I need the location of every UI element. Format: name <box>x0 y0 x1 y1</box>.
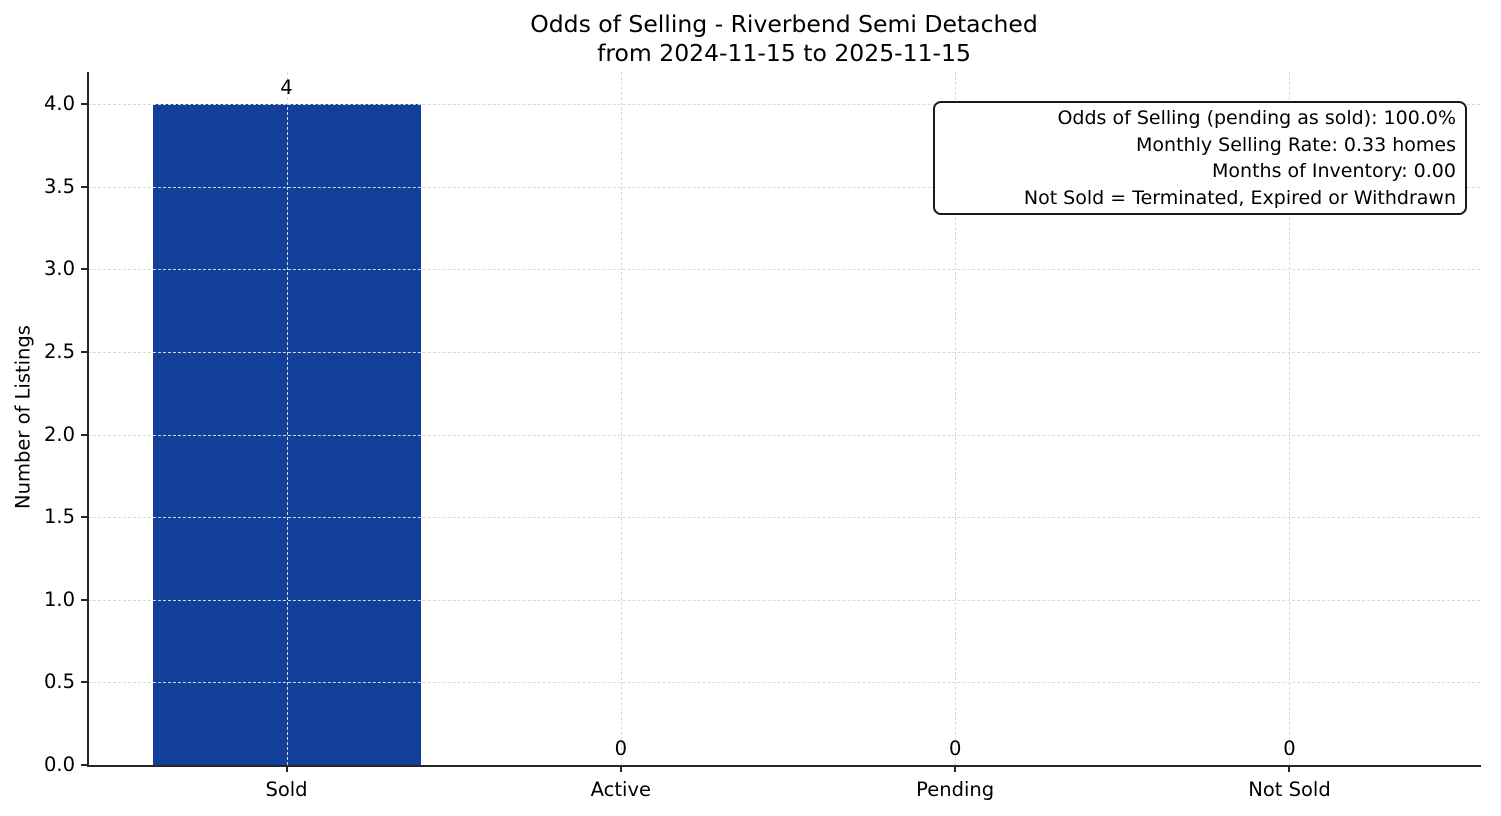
y-tick-label-0.5: 0.5 <box>43 670 75 694</box>
chart-title-block: Odds of Selling - Riverbend Semi Detache… <box>88 10 1480 68</box>
x-tick-mark-sold <box>285 765 288 772</box>
y-tick-mark-0.0 <box>81 764 88 766</box>
y-tick-mark-3.5 <box>81 185 88 188</box>
h-gridline-2.5 <box>88 351 1480 353</box>
y-tick-mark-2.0 <box>81 433 88 436</box>
chart-title: Odds of Selling - Riverbend Semi Detache… <box>530 10 1038 38</box>
y-tick-label-1.5: 1.5 <box>43 505 75 529</box>
y-tick-label-0.0: 0.0 <box>43 753 75 776</box>
y-tick-mark-0.5 <box>81 681 88 684</box>
value-labels-layer: 4 0 0 0 <box>88 72 1480 765</box>
h-gridline-1.5 <box>88 517 1480 519</box>
y-tick-label-1.0: 1.0 <box>43 587 75 611</box>
x-tick-label-active: Active <box>590 778 651 801</box>
annotation-line-odds: Odds of Selling (pending as sold): 100.0… <box>1057 107 1456 129</box>
h-gridline-1.0 <box>88 599 1480 601</box>
x-axis-spine <box>87 765 1481 767</box>
y-tick-label-4.0: 4.0 <box>43 92 75 115</box>
h-gridline-0.5 <box>88 682 1480 684</box>
bar-value-label-sold: 4 <box>280 76 293 99</box>
x-tick-label-not-sold: Not Sold <box>1248 778 1331 801</box>
y-tick-label-3.0: 3.0 <box>43 257 75 281</box>
bar-value-label-pending: 0 <box>948 737 962 760</box>
plot-area: 4 0 0 0 <box>87 72 1481 767</box>
bar-value-label-active: 0 <box>614 737 628 760</box>
y-tick-mark-4.0 <box>81 103 88 105</box>
v-gridline-not-sold <box>1289 72 1291 765</box>
stats-annotation-box: Odds of Selling (pending as sold): 100.0… <box>933 101 1467 215</box>
x-tick-mark-not-sold <box>1288 765 1291 772</box>
y-tick-label-3.5: 3.5 <box>43 174 75 198</box>
v-gridline-pending <box>955 72 957 765</box>
y-tick-label-2.5: 2.5 <box>43 339 75 363</box>
annotation-line-rate: Monthly Selling Rate: 0.33 homes <box>1136 133 1456 156</box>
chart-subtitle: from 2024-11-15 to 2025-11-15 <box>597 39 971 67</box>
y-tick-mark-1.5 <box>81 516 88 519</box>
x-tick-mark-pending <box>954 765 957 772</box>
h-gridline-3.5 <box>88 186 1480 188</box>
bar-value-label-not-sold: 0 <box>1283 737 1296 760</box>
annotation-line-inventory: Months of Inventory: 0.00 <box>1212 160 1456 182</box>
y-tick-mark-1.0 <box>81 598 88 601</box>
x-tick-label-sold: Sold <box>265 778 308 801</box>
h-gridline-3.0 <box>88 269 1480 271</box>
y-tick-mark-2.5 <box>81 350 88 353</box>
annotation-line-notsold: Not Sold = Terminated, Expired or Withdr… <box>1023 186 1456 209</box>
h-gridline-2.0 <box>88 434 1480 436</box>
v-gridline-active <box>620 72 622 765</box>
x-tick-mark-active <box>619 765 622 772</box>
y-tick-label-2.0: 2.0 <box>43 422 75 446</box>
v-gridline-sold <box>286 72 288 765</box>
y-axis-spine <box>87 72 89 767</box>
x-tick-label-pending: Pending <box>916 778 995 801</box>
y-tick-mark-3.0 <box>81 268 88 271</box>
h-gridline-4.0 <box>88 104 1480 105</box>
